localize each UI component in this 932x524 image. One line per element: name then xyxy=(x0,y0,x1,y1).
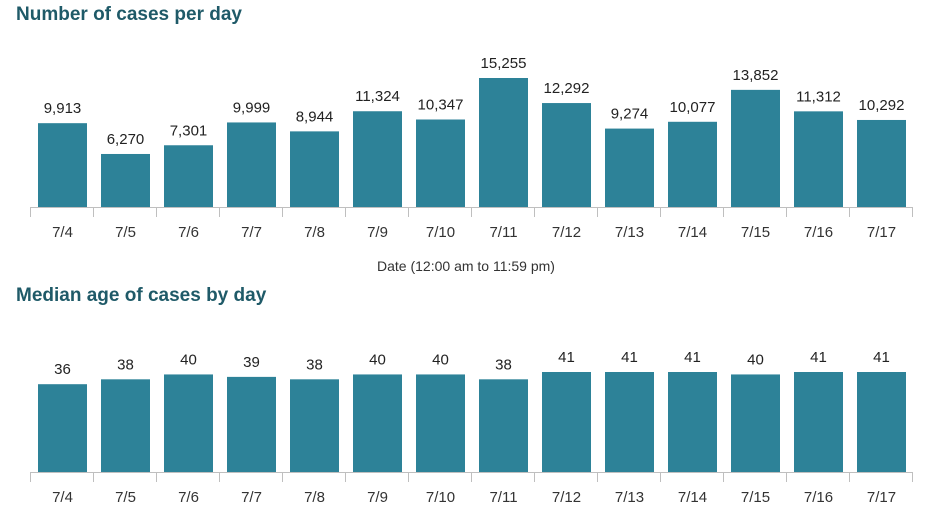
age-value-label: 38 xyxy=(117,356,134,373)
cases-bar xyxy=(164,145,213,207)
age-category-label: 7/6 xyxy=(178,489,199,506)
cases-category-label: 7/8 xyxy=(304,224,325,241)
age-category-label: 7/10 xyxy=(426,489,455,506)
age-bar xyxy=(794,372,843,472)
cases-bar xyxy=(101,153,150,207)
age-value-label: 41 xyxy=(684,349,701,366)
cases-value-label: 10,077 xyxy=(670,99,716,116)
age-bar xyxy=(605,372,654,472)
cases-value-label: 7,301 xyxy=(170,122,208,139)
cases-value-label: 12,292 xyxy=(544,80,590,97)
cases-category-label: 7/4 xyxy=(52,224,73,241)
cases-category-label: 7/6 xyxy=(178,224,199,241)
cases-bar xyxy=(38,123,87,207)
age-bar xyxy=(353,374,402,472)
age-category-label: 7/12 xyxy=(552,489,581,506)
cases-bar xyxy=(857,119,906,207)
age-bar xyxy=(290,379,339,472)
cases-bar xyxy=(416,119,465,207)
age-bar xyxy=(38,384,87,472)
age-value-label: 41 xyxy=(873,349,890,366)
age-bar xyxy=(479,379,528,472)
age-value-label: 36 xyxy=(54,361,71,378)
age-bar xyxy=(731,374,780,472)
cases-category-label: 7/12 xyxy=(552,224,581,241)
cases-value-label: 13,852 xyxy=(733,67,779,84)
cases-bar xyxy=(227,122,276,207)
cases-category-label: 7/10 xyxy=(426,224,455,241)
age-category-label: 7/5 xyxy=(115,489,136,506)
cases-value-label: 10,292 xyxy=(859,97,905,114)
cases-category-label: 7/9 xyxy=(367,224,388,241)
age-category-label: 7/17 xyxy=(867,489,896,506)
cases-bar xyxy=(479,78,528,207)
cases-bar xyxy=(668,121,717,207)
age-category-label: 7/8 xyxy=(304,489,325,506)
age-value-label: 39 xyxy=(243,354,260,371)
cases-value-label: 15,255 xyxy=(481,55,527,72)
cases-bar xyxy=(605,128,654,207)
age-category-label: 7/16 xyxy=(804,489,833,506)
age-bar xyxy=(542,372,591,472)
cases-category-label: 7/11 xyxy=(489,224,517,241)
cases-value-label: 9,274 xyxy=(611,106,649,123)
age-bar xyxy=(164,374,213,472)
cases-chart-title: Number of cases per day xyxy=(16,4,242,25)
age-value-label: 40 xyxy=(747,351,764,368)
age-category-label: 7/4 xyxy=(52,489,73,506)
cases-category-label: 7/15 xyxy=(741,224,770,241)
age-value-label: 40 xyxy=(369,351,386,368)
age-bar xyxy=(101,379,150,472)
cases-bar xyxy=(353,111,402,207)
cases-bar xyxy=(290,131,339,207)
cases-value-label: 8,944 xyxy=(296,108,334,125)
age-value-label: 41 xyxy=(558,349,575,366)
median-age-chart: 36 7/4 38 7/5 40 7/6 39 7/7 38 7/8 40 7/9 40 7/10 38 7/… xyxy=(30,349,913,506)
cases-category-label: 7/5 xyxy=(115,224,136,241)
age-bar xyxy=(416,374,465,472)
age-bar xyxy=(668,372,717,472)
age-category-label: 7/15 xyxy=(741,489,770,506)
cases-category-label: 7/14 xyxy=(678,224,707,241)
age-category-label: 7/11 xyxy=(489,489,517,506)
age-value-label: 40 xyxy=(432,351,449,368)
age-bar xyxy=(227,376,276,472)
age-value-label: 40 xyxy=(180,351,197,368)
age-category-label: 7/9 xyxy=(367,489,388,506)
cases-category-label: 7/13 xyxy=(615,224,644,241)
cases-value-label: 6,270 xyxy=(107,131,145,148)
age-category-label: 7/13 xyxy=(615,489,644,506)
cases-bar xyxy=(731,89,780,207)
cases-value-label: 11,312 xyxy=(796,88,841,105)
cases-category-label: 7/16 xyxy=(804,224,833,241)
age-value-label: 38 xyxy=(306,356,323,373)
age-value-label: 41 xyxy=(621,349,638,366)
age-value-label: 41 xyxy=(810,349,827,366)
cases-value-label: 10,347 xyxy=(418,97,464,114)
age-bar xyxy=(857,372,906,472)
cases-bar xyxy=(542,103,591,207)
cases-bar xyxy=(794,111,843,207)
cases-value-label: 11,324 xyxy=(355,88,400,105)
age-category-label: 7/7 xyxy=(241,489,262,506)
cases-x-axis-label: Date (12:00 am to 11:59 pm) xyxy=(377,258,555,274)
cases-category-label: 7/17 xyxy=(867,224,896,241)
age-category-label: 7/14 xyxy=(678,489,707,506)
age-value-label: 38 xyxy=(495,356,512,373)
cases-per-day-chart: 9,913 7/4 6,270 7/5 7,301 7/6 9,999 7/7 8,944 7/8… xyxy=(30,55,913,241)
cases-value-label: 9,913 xyxy=(44,100,82,117)
cases-category-label: 7/7 xyxy=(241,224,262,241)
median-age-chart-title: Median age of cases by day xyxy=(16,285,267,306)
cases-value-label: 9,999 xyxy=(233,99,271,116)
